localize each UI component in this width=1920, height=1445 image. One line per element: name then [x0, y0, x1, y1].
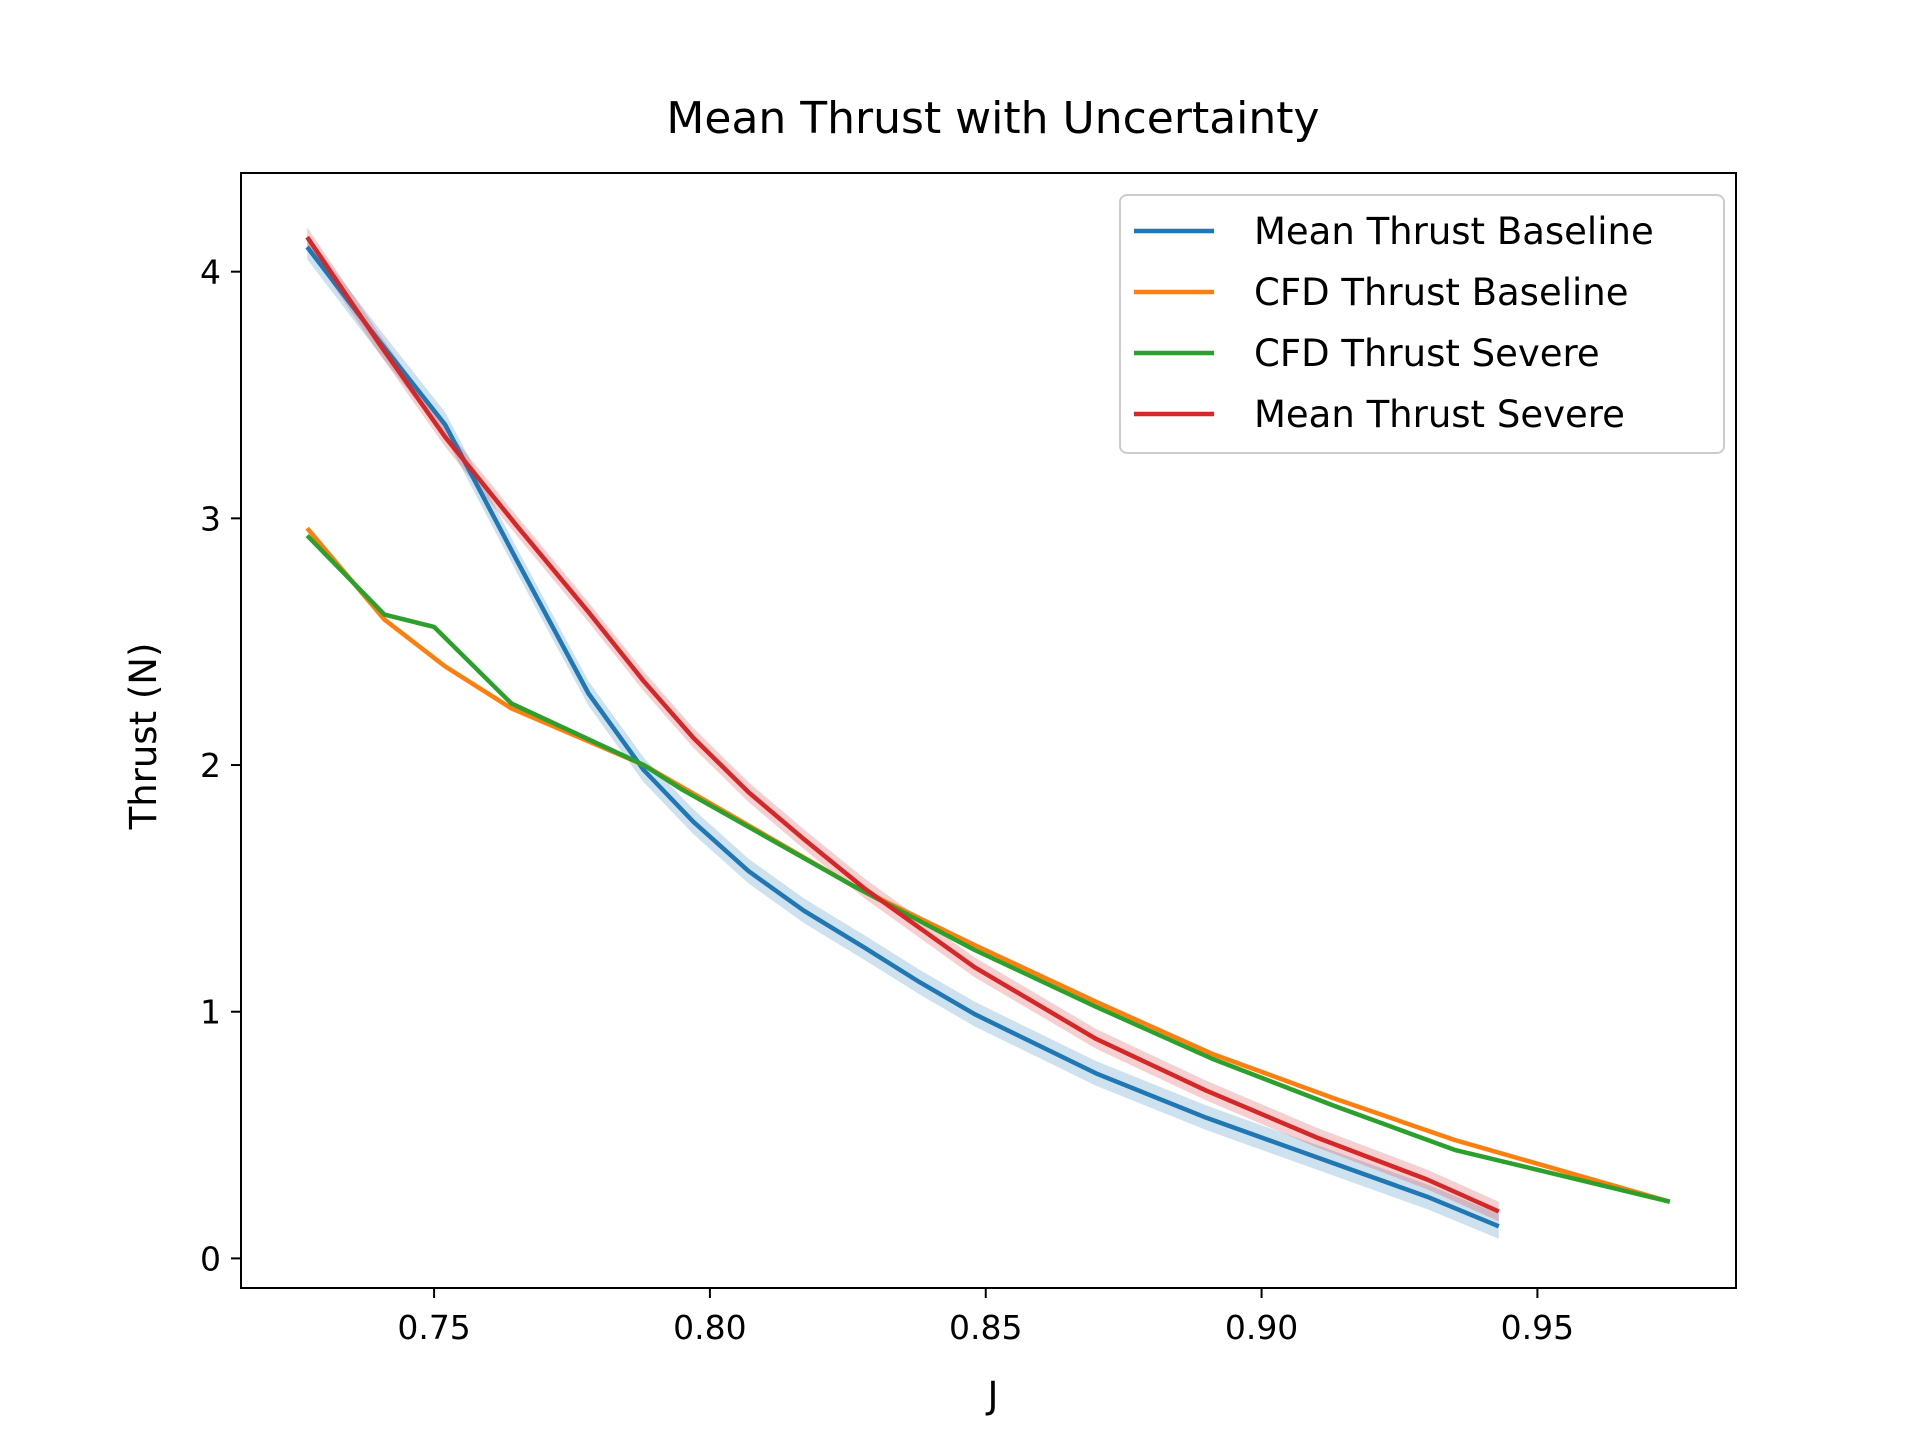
series-line-0	[305, 245, 1500, 1229]
y-tick-label: 3	[200, 499, 221, 538]
x-tick-label: 0.75	[397, 1308, 470, 1347]
legend: Mean Thrust Baseline CFD Thrust Baseline C…	[1119, 194, 1725, 454]
axes: 0.75 0.80 0.85 0.90 0.95 0 1 2 3 4	[200, 172, 1737, 1347]
x-axis-label: J	[986, 1374, 999, 1417]
legend-label: Mean Thrust Severe	[1254, 393, 1625, 436]
legend-label: CFD Thrust Baseline	[1254, 271, 1629, 314]
chart-title: Mean Thrust with Uncertainty	[666, 93, 1319, 144]
plot-frame	[240, 172, 1737, 1289]
legend-box	[1119, 194, 1725, 454]
y-axis-label: Thrust (N)	[122, 643, 165, 831]
y-tick-label: 4	[200, 253, 221, 292]
series-line-3	[305, 235, 1500, 1214]
series-group	[305, 227, 1671, 1239]
legend-label: CFD Thrust Severe	[1254, 332, 1600, 375]
y-tick-label: 1	[200, 993, 221, 1032]
x-tick-label: 0.95	[1501, 1308, 1574, 1347]
y-tick-label: 0	[200, 1239, 221, 1278]
series-line-2	[305, 534, 1671, 1204]
y-tick-label: 2	[200, 746, 221, 785]
x-tick-label: 0.90	[1225, 1308, 1298, 1347]
legend-label: Mean Thrust Baseline	[1254, 210, 1654, 253]
plot-area	[305, 227, 1671, 1239]
x-tick-label: 0.80	[673, 1308, 746, 1347]
x-tick-label: 0.85	[949, 1308, 1022, 1347]
